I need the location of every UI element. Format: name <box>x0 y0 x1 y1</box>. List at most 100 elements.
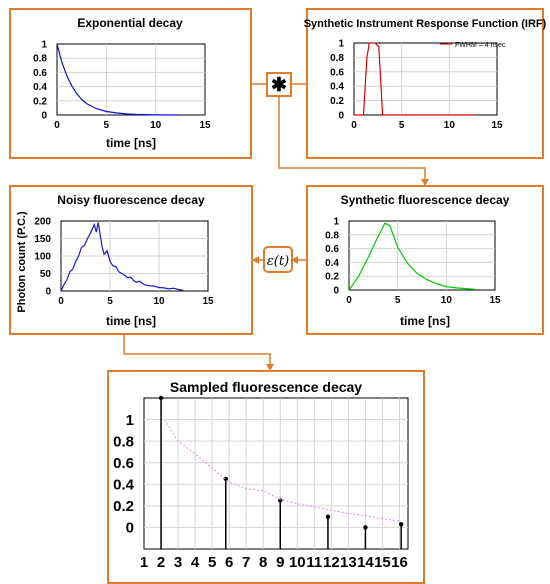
exp-ytick-label: 0.4 <box>33 82 47 93</box>
panel-sampled-decay <box>107 370 425 584</box>
exp-xtick-label: 0 <box>54 120 60 131</box>
irf-chart: 0 5 10 15 0 0.2 0.4 0.6 0.8 1 <box>330 39 503 132</box>
sampled-ytick-label: 0.8 <box>113 433 134 450</box>
noisy-ylabel: Photon count (P.C.) <box>16 211 28 313</box>
noisy-xtick-label: 15 <box>202 296 214 307</box>
sampled-ytick-label: 0 <box>126 520 134 537</box>
arrow-noisy-to-sampled <box>123 334 271 364</box>
arrowhead-sampled <box>266 364 274 371</box>
sampled-xtick-label: 3 <box>174 554 182 571</box>
exp-decay-chart: 0 5 10 15 0 0.2 0.4 0.6 0.8 1 <box>33 40 211 132</box>
sampled-ytick-label: 0.4 <box>113 477 135 494</box>
irf-xtick-label: 0 <box>351 120 357 131</box>
noisy-title: Noisy fluorescence decay <box>57 193 205 207</box>
irf-ytick-label: 0 <box>338 111 344 122</box>
exp-ytick-label: 1 <box>41 40 47 51</box>
sampled-xtick-label: 1 <box>140 554 148 571</box>
sampled-interpolated-curve <box>163 419 400 522</box>
synth-xlabel: time [ns] <box>400 314 450 328</box>
noisy-xtick-label: 0 <box>58 296 64 307</box>
sampled-xtick-label: 2 <box>157 554 165 571</box>
noisy-ytick-label: 0 <box>45 287 51 298</box>
panel-noisy-decay <box>9 185 253 335</box>
exp-ytick-label: 0.8 <box>33 54 47 65</box>
irf-series-line <box>354 42 474 116</box>
synth-ytick-label: 1 <box>333 217 339 228</box>
irf-xtick-label: 15 <box>491 120 503 131</box>
panel-exponential-decay <box>9 8 252 159</box>
exp-xtick-label: 10 <box>150 120 162 131</box>
noisy-xlabel: time [ns] <box>106 314 156 328</box>
noisy-xtick-label: 10 <box>153 296 165 307</box>
synth-plot-frame <box>348 220 496 291</box>
synth-ytick-label: 0.8 <box>325 230 339 241</box>
synth-title: Synthetic fluorescence decay <box>341 193 510 207</box>
sampled-plot-frame <box>143 397 409 550</box>
synth-ytick-label: 0 <box>333 286 339 297</box>
synth-xtick-label: 15 <box>489 295 501 306</box>
irf-xtick-label: 10 <box>444 120 456 131</box>
irf-legend-label: FWHM = 4 nsec <box>455 42 506 49</box>
sampled-xtick-label: 5 <box>208 554 216 571</box>
irf-ytick-label: 1 <box>338 39 344 50</box>
arrowhead-noise <box>291 256 298 264</box>
convolution-operator-box <box>266 72 292 97</box>
sampled-sample-point <box>158 395 164 401</box>
arrowhead-noisy <box>252 256 259 264</box>
noisy-ytick-label: 200 <box>34 217 51 228</box>
arrow-conv-to-synth <box>278 96 426 180</box>
sampled-xtick-label: 9 <box>276 554 284 571</box>
sampled-ytick-label: 0.2 <box>113 498 134 515</box>
irf-legend: FWHM = 4 nsec <box>440 42 506 49</box>
synth-series-line <box>348 222 476 291</box>
panel-irf <box>306 8 544 159</box>
exp-xtick-label: 5 <box>104 120 110 131</box>
noise-operator-label: ε(t) <box>267 254 289 269</box>
irf-ytick-label: 0.4 <box>330 82 344 93</box>
sampled-xtick-label: 16 <box>391 554 408 571</box>
irf-xtick-label: 5 <box>399 120 405 131</box>
sampled-xtick-label: 14 <box>357 554 374 571</box>
sampled-xtick-label: 6 <box>225 554 233 571</box>
noisy-ytick-label: 100 <box>34 252 51 263</box>
sampled-sample-point <box>398 521 404 527</box>
synth-xtick-label: 0 <box>346 295 352 306</box>
sampled-xtick-label: 15 <box>374 554 391 571</box>
exp-series-line <box>56 43 181 116</box>
sampled-sample-point <box>325 514 331 519</box>
noise-operator-box <box>263 246 293 273</box>
sampled-xtick-label: 7 <box>242 554 250 571</box>
sampled-xtick-label: 12 <box>323 554 340 571</box>
irf-ytick-label: 0.2 <box>330 96 344 107</box>
noisy-ytick-label: 150 <box>34 234 51 245</box>
noisy-ytick-label: 50 <box>40 269 52 280</box>
sampled-xtick-label: 8 <box>259 554 267 571</box>
sampled-xtick-label: 10 <box>289 554 306 571</box>
irf-ytick-label: 0.6 <box>330 67 344 78</box>
noisy-series-line <box>60 222 184 292</box>
sampled-ytick-label: 1 <box>126 412 134 429</box>
arrowhead-synth <box>421 179 429 186</box>
exp-plot-frame <box>56 43 206 116</box>
synth-decay-chart: 0 5 10 15 0 0.2 0.4 0.6 0.8 1 <box>325 217 501 307</box>
sampled-xtick-label: 4 <box>191 554 200 571</box>
irf-title: Synthetic Instrument Response Function (… <box>304 18 547 30</box>
exp-title: Exponential decay <box>77 16 183 30</box>
exp-xlabel: time [ns] <box>106 136 156 150</box>
sampled-ytick-label: 0.6 <box>113 455 134 472</box>
noisy-xtick-label: 5 <box>107 296 113 307</box>
sampled-xtick-label: 11 <box>306 554 322 571</box>
convolution-operator-symbol: ✱ <box>271 75 287 96</box>
synth-ytick-label: 0.2 <box>325 272 339 283</box>
exp-ytick-label: 0.6 <box>33 68 47 79</box>
sampled-xtick-label: 13 <box>340 554 357 571</box>
synth-xtick-label: 10 <box>441 295 453 306</box>
synth-xtick-label: 5 <box>395 295 401 306</box>
exp-ytick-label: 0.2 <box>33 96 47 107</box>
synth-ytick-label: 0.6 <box>325 244 339 255</box>
irf-ytick-label: 0.8 <box>330 53 344 64</box>
sampled-sample-point <box>363 525 368 530</box>
exp-xtick-label: 15 <box>199 120 211 131</box>
